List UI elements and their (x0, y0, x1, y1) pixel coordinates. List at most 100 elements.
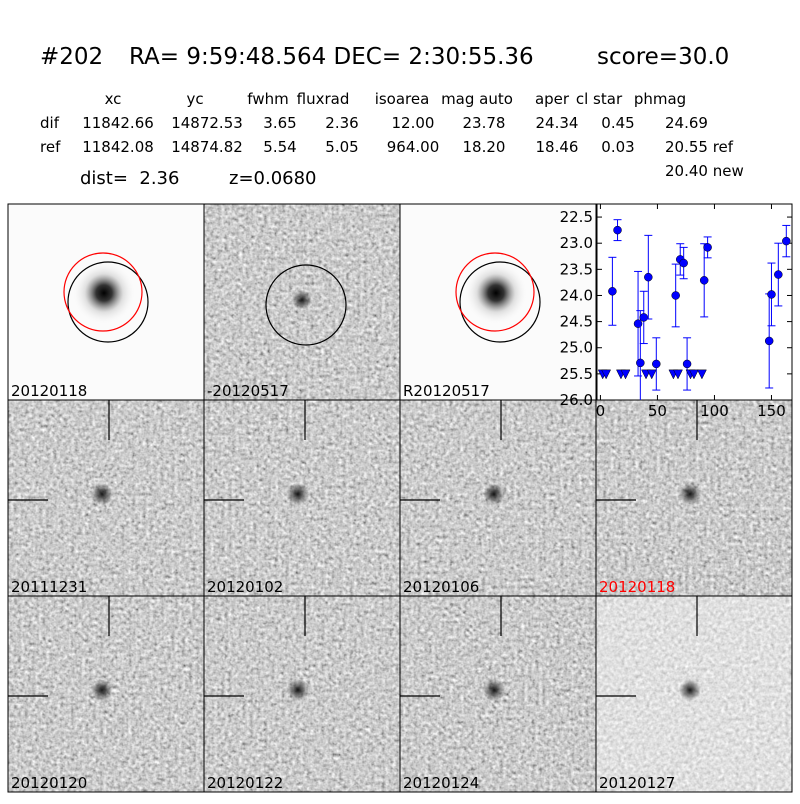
point (703, 243, 712, 252)
y-tick-label: 26.0 (560, 391, 593, 409)
panel-label: 20120118 (599, 578, 675, 596)
y-tick-label: 23.0 (560, 234, 593, 252)
table-cell: 3.65 (263, 114, 296, 132)
column-header: fwhm (247, 90, 288, 108)
point (679, 258, 688, 268)
point (639, 313, 649, 322)
table-cell: 24.34 (536, 114, 579, 132)
column-header: fluxrad (297, 90, 350, 108)
source (292, 290, 312, 310)
panel-label: -20120517 (207, 382, 289, 400)
point (699, 276, 709, 285)
point (644, 272, 653, 282)
table-cell: 11842.08 (82, 138, 154, 156)
y-tick-label: 24.5 (560, 313, 593, 331)
x-tick-label: 0 (596, 402, 606, 420)
ref-circle (459, 261, 541, 343)
point (682, 359, 692, 369)
table-cell: 24.69 (665, 114, 708, 132)
point (774, 270, 783, 279)
row-label: ref (40, 138, 61, 156)
y-tick-label: 25.0 (560, 339, 593, 357)
column-header: aper (535, 90, 570, 108)
source (679, 679, 701, 701)
y-tick-label: 24.0 (560, 286, 593, 304)
dist: dist= 2.36 (80, 168, 179, 189)
column-header: cl star (576, 90, 623, 108)
stamp-frame (595, 595, 793, 793)
point (633, 319, 643, 328)
upper-limit (646, 369, 657, 380)
table-cell: 964.00 (387, 138, 440, 156)
table-cell: 0.45 (601, 114, 634, 132)
y-tick-label: 25.5 (560, 365, 593, 383)
x-tick-label: 50 (648, 402, 667, 420)
point (764, 336, 774, 346)
y-tick-label: 22.5 (560, 208, 593, 226)
table-cell: 2.36 (325, 114, 358, 132)
object-id: #202 (40, 44, 103, 70)
phmag-new: 20.40 new (665, 162, 744, 180)
point (782, 236, 791, 246)
table-cell: 5.05 (325, 138, 358, 156)
panel-label: 20111231 (11, 578, 87, 596)
column-header: mag auto (441, 90, 513, 108)
point (671, 291, 680, 300)
source (483, 483, 505, 505)
x-tick-label: 150 (757, 402, 786, 420)
panel-label: 20120120 (11, 774, 87, 792)
score: score=30.0 (597, 44, 729, 70)
point (608, 287, 617, 296)
column-header: xc (105, 90, 122, 108)
upper-limit (601, 369, 612, 380)
source (483, 679, 505, 701)
panel-label: 20120118 (11, 382, 87, 400)
panel-label: R20120517 (403, 382, 490, 400)
upper-limit (697, 369, 707, 380)
source (287, 679, 309, 701)
plot-marks (597, 219, 791, 400)
panel-label: 20120102 (207, 578, 283, 596)
panels: 20120118 -20120517 R20120517 20111231 201201… (7, 203, 793, 793)
panel-label: 20120127 (599, 774, 675, 792)
panel-label: 20120106 (403, 578, 479, 596)
ref-circle (265, 264, 347, 346)
row-label: dif (40, 114, 60, 132)
table-cell: 18.46 (536, 138, 579, 156)
column-header: isoarea (375, 90, 430, 108)
source (464, 261, 528, 325)
table-cell: 0.03 (601, 138, 634, 156)
point (636, 358, 645, 368)
redshift: z=0.0680 (229, 168, 317, 189)
ref-circle (67, 261, 149, 343)
det-circle (63, 252, 143, 332)
upper-limit (673, 369, 683, 380)
point (613, 225, 622, 235)
table-cell: 18.20 (463, 138, 506, 156)
column-header: yc (186, 90, 203, 108)
table-cell: 12.00 (392, 114, 435, 132)
upper-limit (689, 369, 699, 380)
source (72, 261, 136, 325)
light-curve: 0 50 100 150 22.5 23.0 23.5 24.0 24.5 25.0 25.5 26.… (560, 203, 793, 420)
plot-area (596, 203, 793, 401)
panel-label: 20120122 (207, 774, 283, 792)
source (287, 483, 309, 505)
column-header: phmag (634, 90, 686, 108)
det-circle (455, 252, 535, 332)
table-cell: 11842.66 (82, 114, 154, 132)
x-tick-label: 100 (700, 402, 729, 420)
source (679, 483, 701, 505)
table-cell: 23.78 (463, 114, 506, 132)
table-cell: 14872.53 (171, 114, 243, 132)
panel-label: 20120124 (403, 774, 479, 792)
table-cell: 20.55 ref (665, 138, 734, 156)
point (652, 359, 661, 369)
source (91, 483, 113, 505)
y-tick-label: 23.5 (560, 260, 593, 278)
coordinates: RA= 9:59:48.564 DEC= 2:30:55.36 (129, 44, 534, 70)
point (767, 290, 776, 299)
table-cell: 5.54 (263, 138, 296, 156)
source (91, 679, 113, 701)
